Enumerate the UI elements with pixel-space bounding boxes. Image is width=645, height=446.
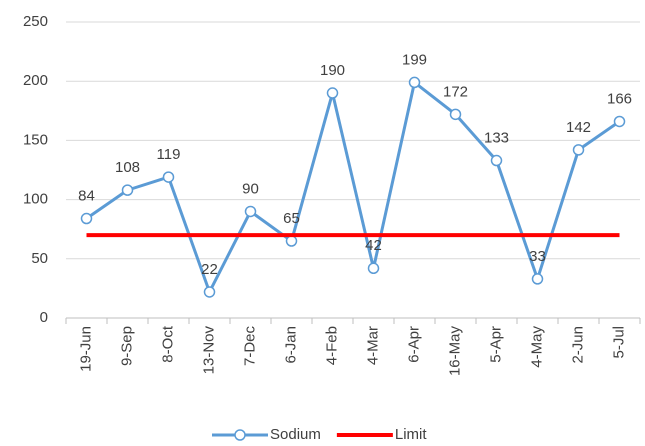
- x-tick-label: 6-Apr: [405, 326, 422, 363]
- legend-marker: [234, 429, 246, 441]
- marker: [408, 76, 421, 89]
- data-label: 33: [529, 248, 546, 265]
- legend-label: Limit: [395, 426, 428, 443]
- x-tick-label: 4-Feb: [323, 326, 340, 365]
- data-label: 172: [443, 83, 468, 100]
- data-label: 108: [115, 159, 140, 176]
- marker: [531, 273, 544, 285]
- marker: [244, 205, 257, 218]
- data-label: 142: [566, 119, 591, 136]
- marker: [203, 286, 216, 298]
- series-line: [85, 80, 621, 294]
- marker: [572, 144, 585, 156]
- data-label: 119: [157, 146, 181, 163]
- x-tick-label: 4-May: [528, 326, 545, 368]
- marker: [121, 184, 134, 196]
- x-tick-label: 5-Jul: [610, 326, 627, 359]
- marker: [613, 115, 626, 128]
- data-label: 190: [320, 62, 345, 79]
- x-tick-label: 5-Apr: [487, 326, 504, 363]
- data-label: 166: [607, 90, 632, 107]
- y-tick-label: 250: [23, 13, 48, 30]
- marker: [449, 108, 462, 121]
- data-label: 65: [283, 210, 300, 227]
- x-tick-label: 16-May: [446, 326, 463, 377]
- data-label: 42: [365, 237, 382, 254]
- y-tick-label: 100: [23, 191, 48, 208]
- data-label: 199: [402, 51, 427, 68]
- marker: [326, 87, 339, 99]
- x-tick-label: 7-Dec: [241, 326, 258, 367]
- marker: [490, 154, 503, 167]
- marker: [80, 212, 93, 225]
- y-tick-label: 0: [40, 309, 48, 326]
- legend-label: Sodium: [270, 426, 321, 443]
- x-tick-label: 13-Nov: [200, 326, 217, 375]
- marker: [367, 262, 380, 275]
- y-tick-label: 150: [23, 131, 48, 148]
- data-label: 133: [484, 129, 509, 146]
- x-tick-label: 19-Jun: [77, 326, 94, 372]
- marker: [285, 235, 298, 247]
- data-label: 22: [201, 261, 218, 278]
- x-tick-label: 4-Mar: [364, 326, 381, 365]
- data-label: 84: [78, 188, 95, 205]
- x-tick-label: 6-Jan: [282, 326, 299, 364]
- y-tick-label: 50: [31, 250, 48, 267]
- x-tick-label: 8-Oct: [159, 325, 176, 363]
- x-tick-label: 2-Jun: [569, 326, 586, 364]
- x-tick-label: 9-Sep: [118, 326, 135, 366]
- data-label: 90: [242, 180, 259, 197]
- y-tick-label: 200: [23, 72, 48, 89]
- marker: [162, 171, 175, 183]
